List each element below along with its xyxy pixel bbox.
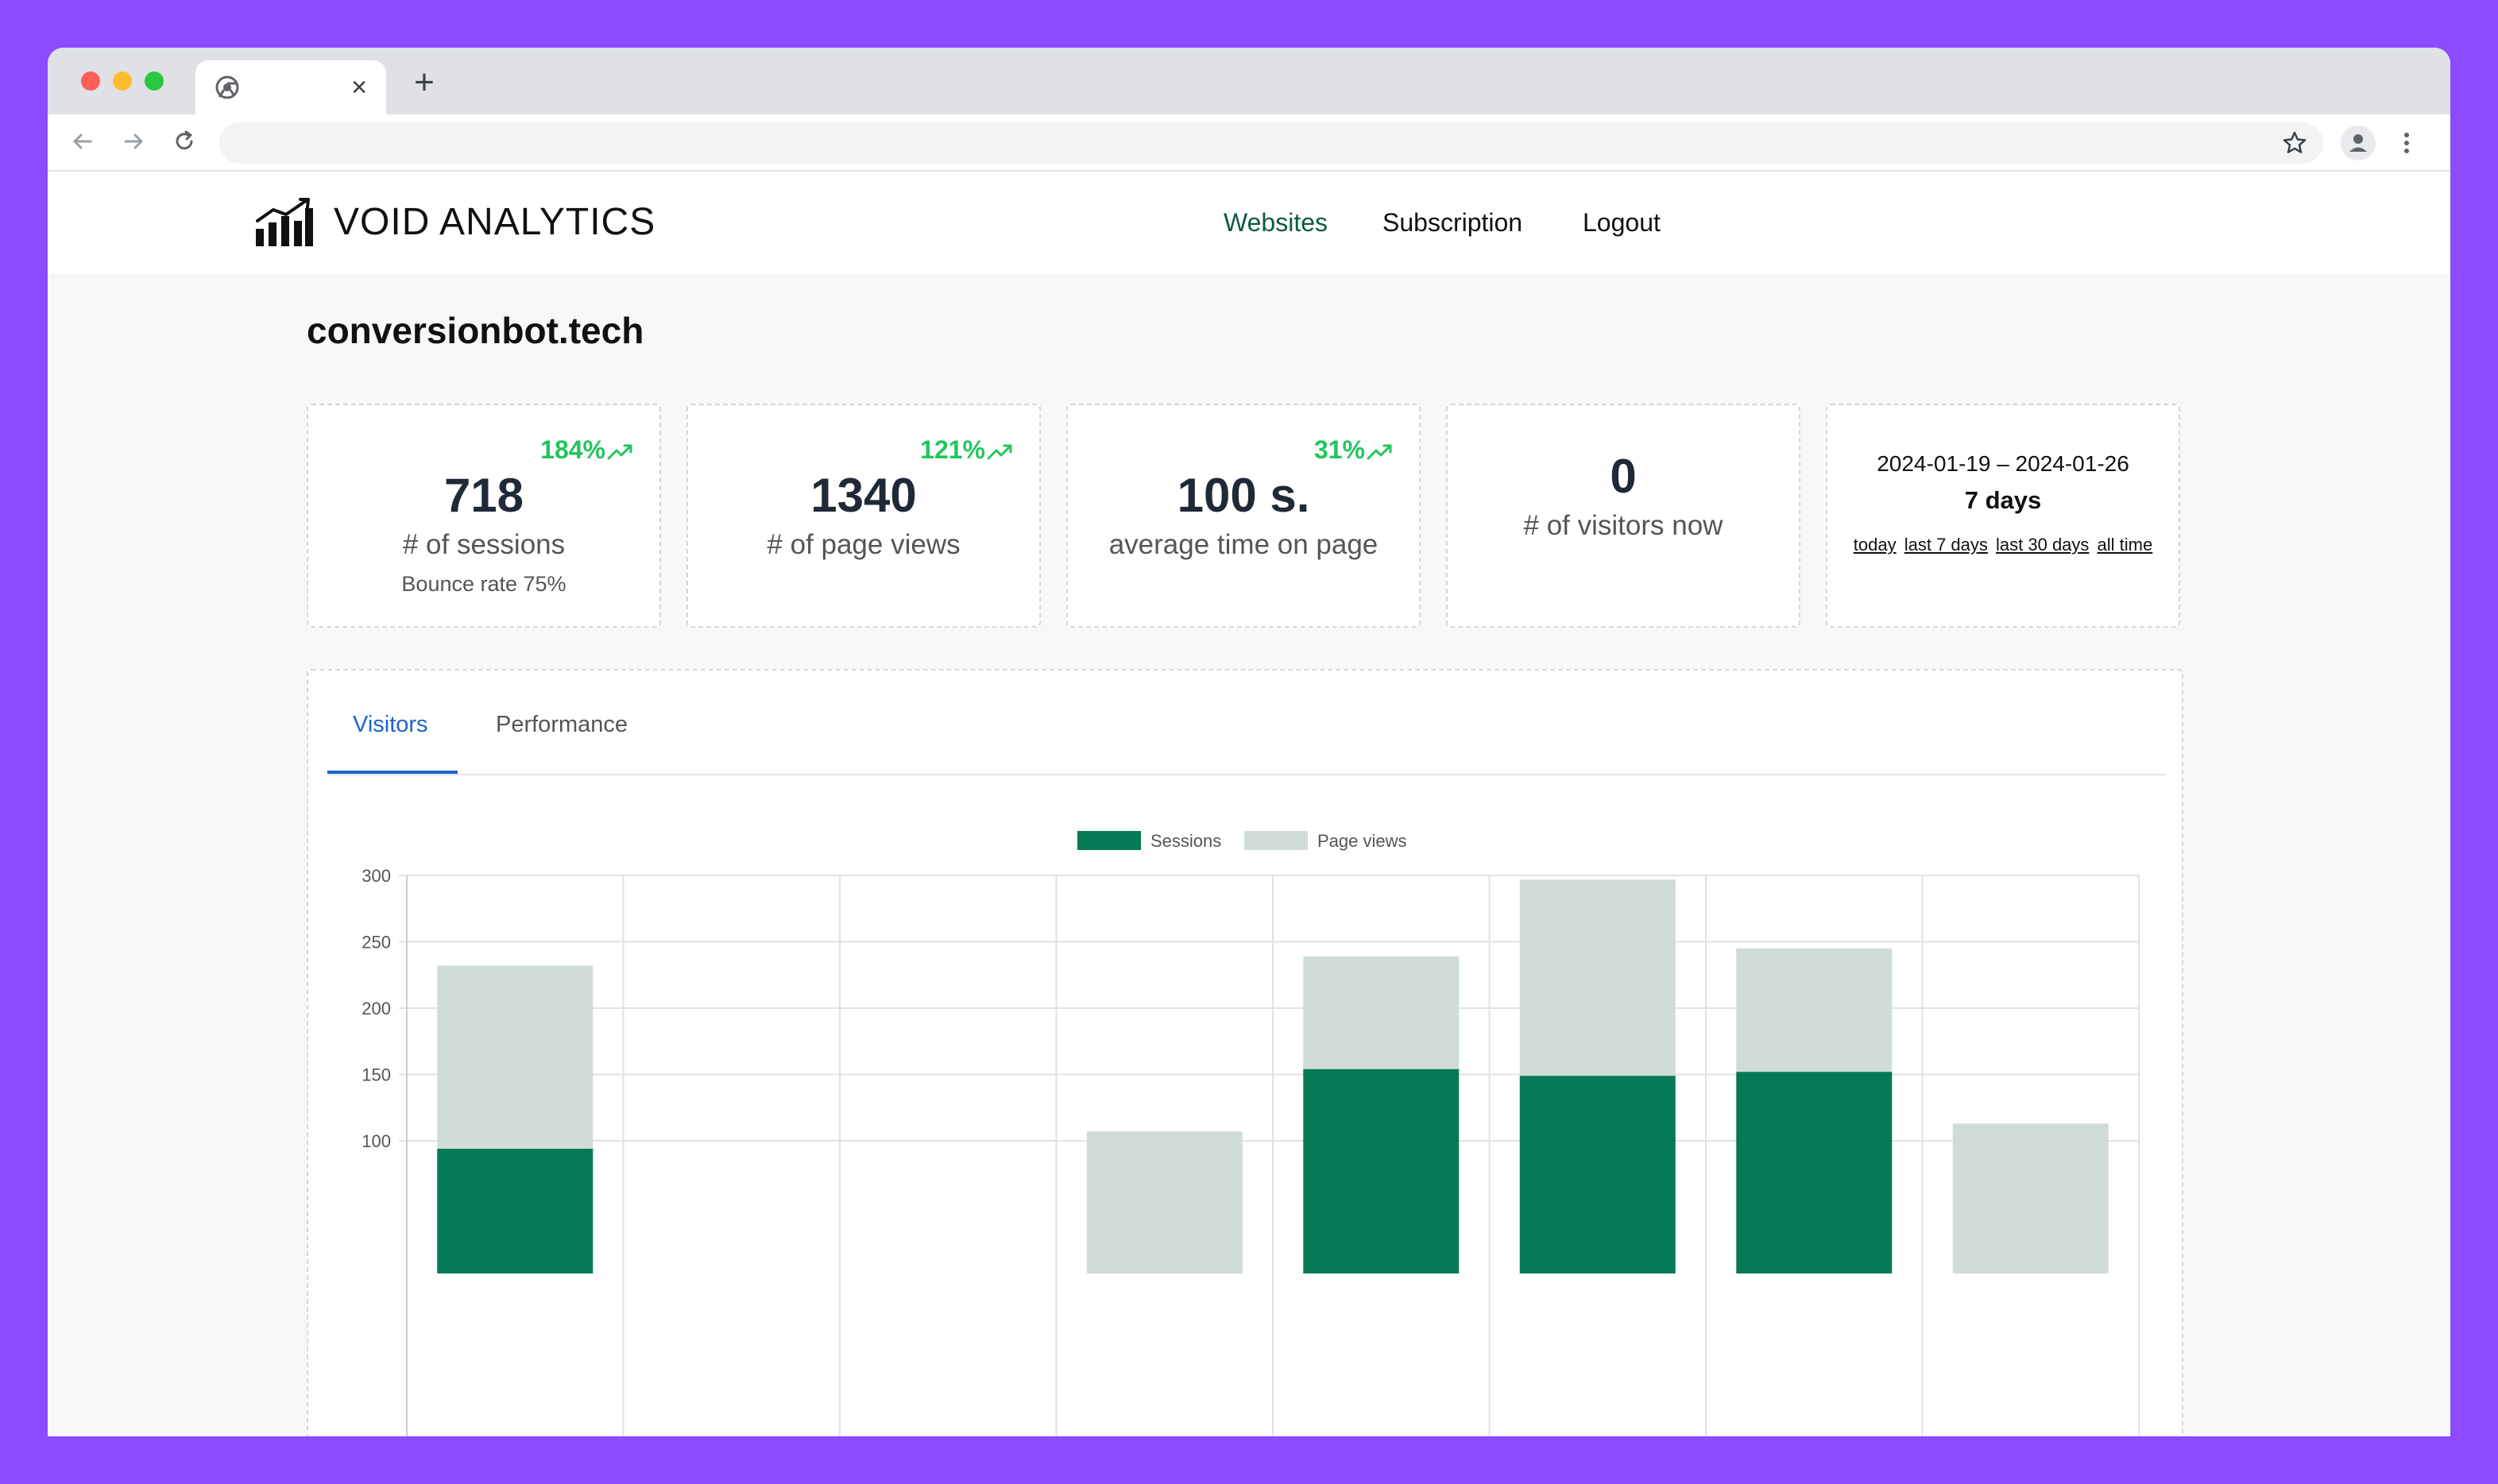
active-tab-indicator — [327, 771, 458, 774]
date-range-days: 7 days — [1964, 486, 2042, 514]
stat-value: 1340 — [810, 469, 917, 522]
range-link-all-time[interactable]: all time — [2097, 535, 2153, 555]
reload-icon[interactable] — [167, 124, 202, 159]
tab-visitors[interactable]: Visitors — [353, 712, 428, 737]
stat-card-sessions: 184% 718 # of sessions Bounce rate 75% — [307, 404, 661, 628]
browser-toolbar — [48, 114, 2450, 172]
bar-sessions — [437, 1149, 594, 1273]
range-link-last-7-days[interactable]: last 7 days — [1904, 535, 1988, 555]
logo-text[interactable]: VOID ANALYTICS — [334, 201, 656, 243]
browser-menu-icon[interactable] — [2395, 126, 2419, 160]
nav-subscription[interactable]: Subscription — [1382, 208, 1523, 237]
y-tick-label: 150 — [362, 1065, 391, 1085]
browser-tab[interactable]: × — [195, 60, 386, 114]
bar-page-views — [1736, 948, 1893, 1072]
y-tick-label: 200 — [362, 999, 391, 1018]
bar-page-views — [1519, 879, 1676, 1076]
site-header: VOID ANALYTICS Websites Subscription Log… — [48, 172, 2450, 273]
date-range: 2024-01-19 – 2024-01-26 — [1877, 451, 2129, 476]
range-link-last-30-days[interactable]: last 30 days — [1996, 535, 2090, 555]
y-tick-label: 250 — [362, 933, 391, 953]
address-bar[interactable] — [219, 122, 2323, 164]
legend-swatch-sessions — [1077, 831, 1141, 850]
tab-performance[interactable]: Performance — [496, 712, 628, 737]
stat-label: # of visitors now — [1523, 510, 1723, 541]
stat-card-time-on-page: 31% 100 s. average time on page — [1066, 404, 1421, 628]
bar-chart-logo-icon — [256, 198, 313, 246]
tab-close-icon[interactable]: × — [351, 72, 367, 102]
stat-card-page-views: 121% 1340 # of page views — [686, 404, 1041, 628]
stat-value: 100 s. — [1177, 469, 1310, 522]
stat-label: # of page views — [767, 529, 961, 560]
page-title: conversionbot.tech — [307, 310, 644, 351]
close-window-button[interactable] — [81, 71, 100, 91]
trend-badge: 31% — [1314, 434, 1394, 466]
trend-badge: 121% — [920, 434, 1014, 466]
chart-panel: Visitors Performance 100 150 200 250 300 Sess… — [307, 669, 2183, 1436]
stat-value: 718 — [443, 469, 524, 522]
back-arrow-icon[interactable] — [65, 124, 100, 159]
trend-value: 184% — [540, 435, 605, 464]
legend-label-sessions: Sessions — [1150, 831, 1221, 851]
new-tab-button[interactable]: + — [414, 63, 435, 102]
legend-swatch-page-views — [1244, 831, 1308, 850]
maximize-window-button[interactable] — [145, 71, 164, 91]
nav-websites[interactable]: Websites — [1224, 208, 1328, 237]
bar-sessions — [1303, 1069, 1460, 1273]
trend-badge: 184% — [540, 434, 634, 466]
trend-up-icon — [987, 444, 1012, 460]
browser-tabbar: × + — [48, 48, 2450, 114]
y-tick-label: 100 — [362, 1131, 391, 1151]
minimize-window-button[interactable] — [113, 71, 132, 91]
bounce-rate: Bounce rate 75% — [401, 572, 566, 596]
page-content: VOID ANALYTICS Websites Subscription Log… — [48, 172, 2450, 1436]
bar-page-views — [437, 965, 594, 1150]
forward-arrow-icon[interactable] — [116, 124, 151, 159]
stat-label: # of sessions — [402, 529, 566, 560]
bar-page-views — [1086, 1131, 1243, 1273]
chart-tabs: Visitors Performance — [327, 671, 2166, 775]
range-link-today[interactable]: today — [1853, 535, 1897, 555]
legend-label-page-views: Page views — [1317, 831, 1407, 851]
bookmark-star-icon[interactable] — [2279, 127, 2310, 159]
trend-value: 31% — [1313, 435, 1365, 464]
date-range-links: today last 7 days last 30 days all time — [1851, 532, 2155, 558]
nav-logout[interactable]: Logout — [1583, 208, 1661, 237]
browser-window: × + — [48, 48, 2450, 1436]
bar-page-views — [1952, 1123, 2109, 1273]
chrome-icon — [215, 75, 239, 99]
stat-value: 0 — [1610, 450, 1637, 503]
trend-value: 121% — [920, 435, 985, 464]
bar-page-views — [1303, 956, 1460, 1069]
trend-up-icon — [1367, 444, 1392, 460]
date-range-card: 2024-01-19 – 2024-01-26 7 days today las… — [1826, 404, 2180, 628]
stat-label: average time on page — [1108, 529, 1379, 560]
visitors-chart: 100 150 200 250 300 Sessions Page views — [362, 831, 2140, 1436]
trend-up-icon — [607, 444, 632, 460]
y-tick-label: 300 — [362, 866, 391, 886]
bar-sessions — [1519, 1076, 1676, 1273]
stat-card-visitors-now: 0 # of visitors now — [1446, 404, 1800, 628]
profile-avatar-icon[interactable] — [2341, 126, 2376, 160]
bar-sessions — [1736, 1072, 1893, 1273]
